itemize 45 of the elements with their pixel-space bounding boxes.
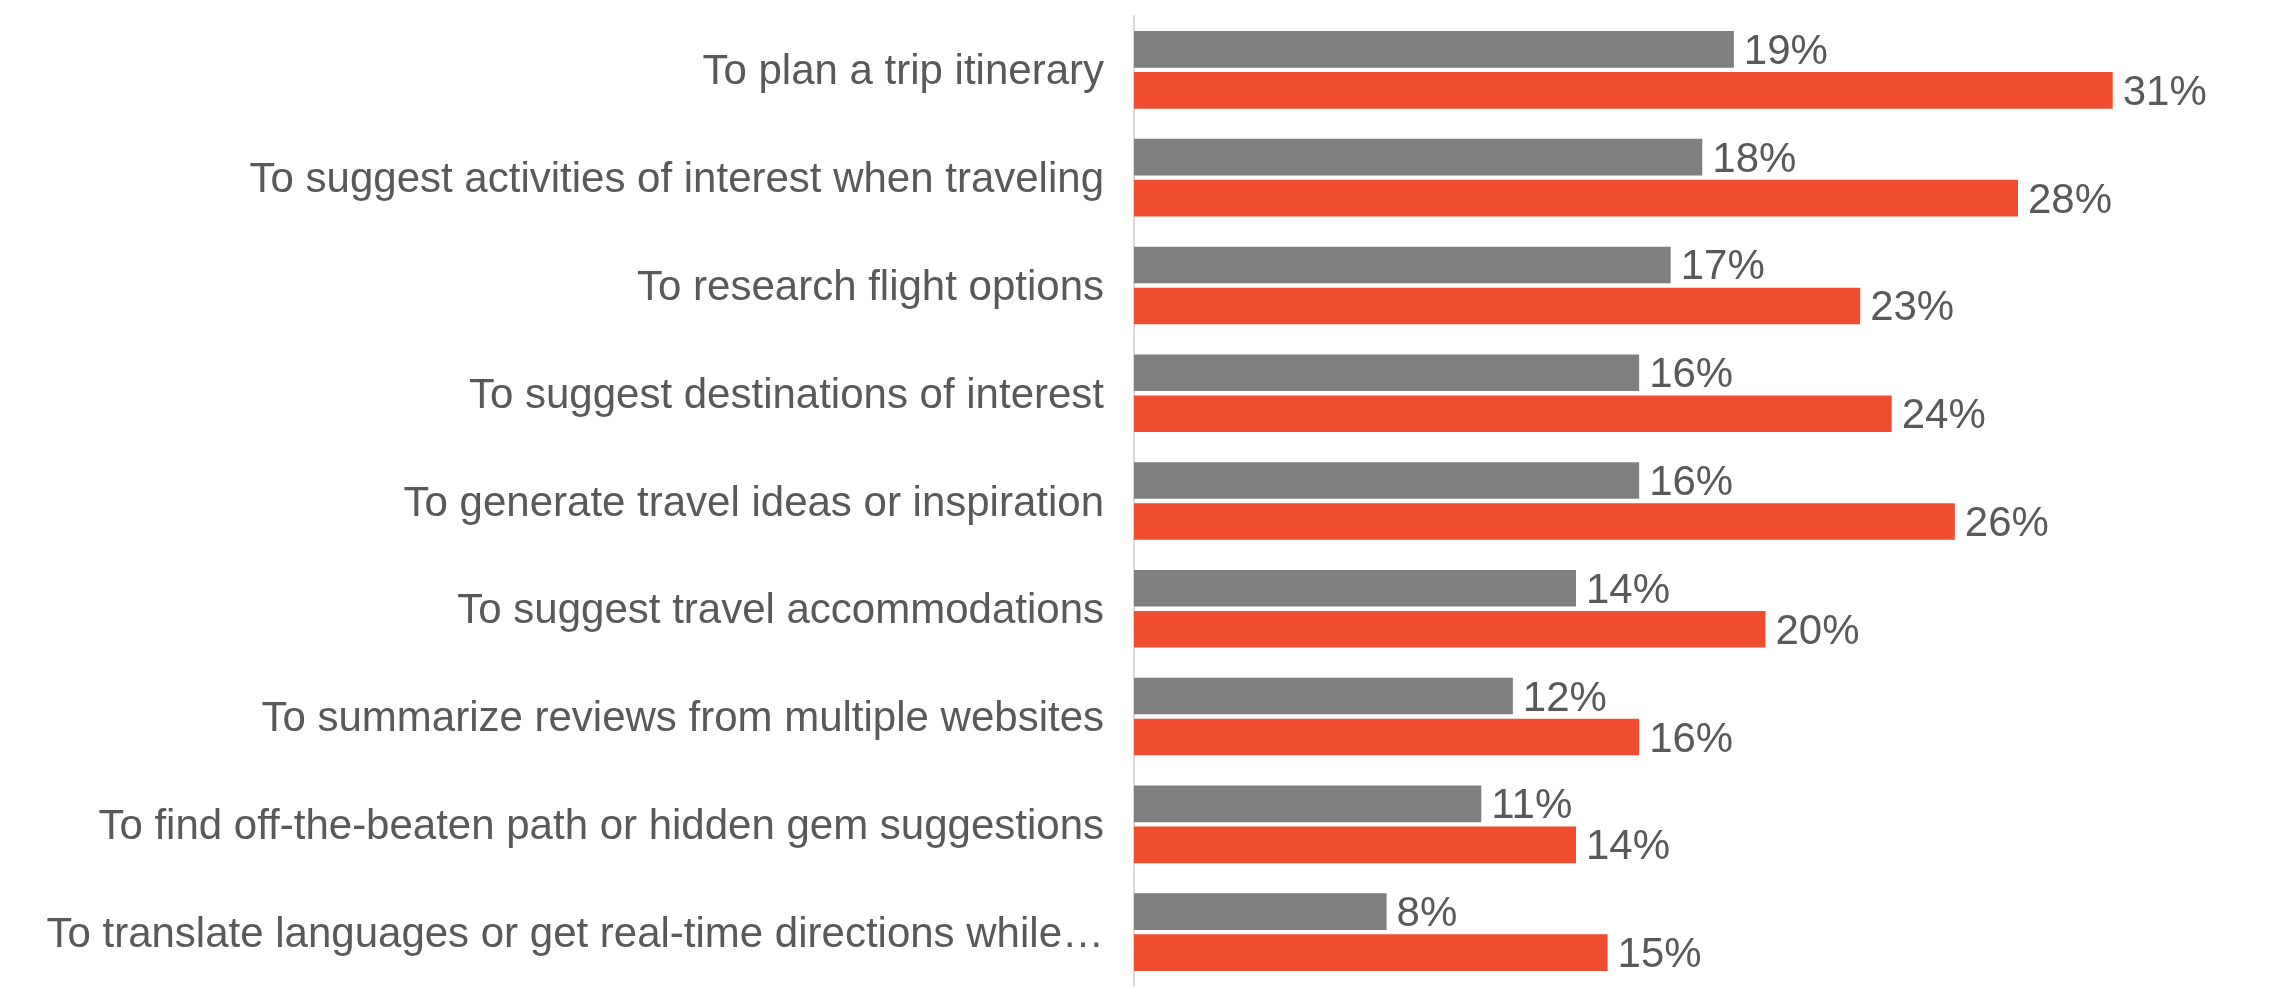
bar bbox=[1134, 893, 1387, 930]
y-tick-label: To suggest activities of interest when traveling bbox=[249, 154, 1104, 202]
data-label: 14% bbox=[1586, 821, 1671, 869]
bar bbox=[1134, 785, 1482, 823]
bar bbox=[1134, 395, 1892, 433]
bar bbox=[1134, 610, 1766, 648]
data-label: 8% bbox=[1396, 888, 1458, 936]
bar bbox=[1134, 179, 2018, 217]
data-label: 20% bbox=[1775, 605, 1860, 653]
data-label: 31% bbox=[2122, 66, 2207, 114]
bar bbox=[1134, 569, 1576, 607]
data-label: 19% bbox=[1743, 25, 1828, 73]
bar bbox=[1134, 718, 1640, 756]
data-label: 12% bbox=[1522, 672, 1607, 720]
bar bbox=[1134, 462, 1640, 499]
y-tick-label: To generate travel ideas or inspiration bbox=[403, 477, 1104, 525]
y-tick-label: To plan a trip itinerary bbox=[702, 46, 1104, 94]
bar bbox=[1134, 72, 2113, 109]
data-label: 26% bbox=[1964, 498, 2049, 545]
data-label: 18% bbox=[1712, 133, 1797, 181]
data-label: 16% bbox=[1649, 349, 1734, 397]
y-tick-label: To suggest travel accommodations bbox=[457, 585, 1104, 633]
data-label: 16% bbox=[1649, 457, 1734, 504]
data-label: 14% bbox=[1586, 564, 1671, 612]
data-label: 28% bbox=[2028, 174, 2113, 222]
bar bbox=[1134, 677, 1513, 715]
data-label: 15% bbox=[1617, 929, 1702, 977]
bar bbox=[1134, 826, 1576, 864]
data-label: 17% bbox=[1680, 241, 1765, 289]
bar bbox=[1134, 934, 1608, 971]
bar bbox=[1134, 138, 1703, 176]
y-tick-label: To translate languages or get real-time directions while… bbox=[46, 908, 1104, 956]
data-label: 24% bbox=[1901, 390, 1986, 438]
data-label: 23% bbox=[1870, 282, 1955, 330]
bar bbox=[1134, 246, 1671, 284]
y-tick-label: To find off-the-beaten path or hidden gem suggestions bbox=[98, 800, 1104, 848]
bar bbox=[1134, 503, 1955, 540]
y-tick-label: To research flight options bbox=[637, 261, 1104, 309]
data-label: 11% bbox=[1491, 780, 1573, 828]
y-tick-label: To suggest destinations of interest bbox=[468, 369, 1105, 417]
data-label: 16% bbox=[1649, 713, 1734, 761]
y-tick-label: To summarize reviews from multiple websites bbox=[261, 693, 1104, 741]
bar bbox=[1134, 287, 1861, 325]
bar bbox=[1134, 354, 1640, 392]
bar bbox=[1134, 31, 1734, 68]
